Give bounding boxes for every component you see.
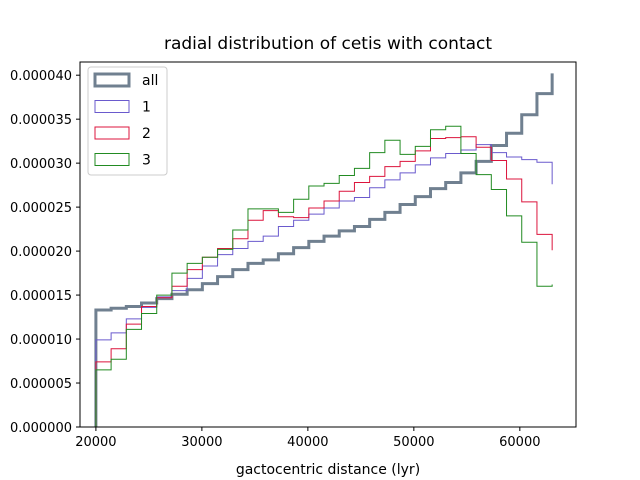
axes-frame [79, 61, 577, 428]
legend-swatch-all [93, 72, 131, 88]
legend-label-1: 1 [142, 100, 151, 116]
y-tick-label: 0.000015 [10, 289, 72, 304]
y-axis-ticks: 0.000000 0.000005 0.000010 0.000015 0.000020… [10, 69, 80, 436]
y-tick-label: 0.000040 [10, 69, 72, 84]
y-tick-label: 0.000035 [10, 113, 72, 128]
legend-label-3: 3 [142, 153, 151, 169]
y-tick-label: 0.000030 [10, 157, 72, 172]
histogram-series-layer [94, 73, 554, 427]
legend: all 1 2 3 [87, 66, 168, 176]
y-tick-label: 0.000010 [10, 333, 72, 348]
legend-swatch-3 [94, 153, 130, 166]
chart-title: radial distribution of cetis with contac… [164, 34, 492, 54]
x-tick-label: 30000 [181, 435, 222, 450]
legend-frame [87, 66, 168, 176]
y-tick-label: 0.000000 [10, 421, 72, 436]
y-tick-label: 0.000020 [10, 245, 72, 260]
x-tick-label: 60000 [499, 435, 540, 450]
y-tick-label: 0.000005 [10, 377, 72, 392]
legend-label-2: 2 [142, 126, 151, 142]
histogram-series-3 [95, 125, 553, 427]
y-tick-label: 0.000025 [10, 201, 72, 216]
legend-swatch-2 [94, 126, 130, 140]
histogram-series-2 [95, 136, 553, 427]
x-axis-label: gactocentric distance (lyr) [236, 462, 420, 478]
legend-label-all: all [142, 73, 158, 89]
x-axis-ticks: 20000 30000 40000 50000 60000 [75, 427, 541, 450]
x-tick-label: 40000 [287, 435, 328, 450]
x-tick-label: 50000 [393, 435, 434, 450]
legend-swatch-1 [94, 100, 130, 113]
x-tick-label: 20000 [75, 435, 116, 450]
